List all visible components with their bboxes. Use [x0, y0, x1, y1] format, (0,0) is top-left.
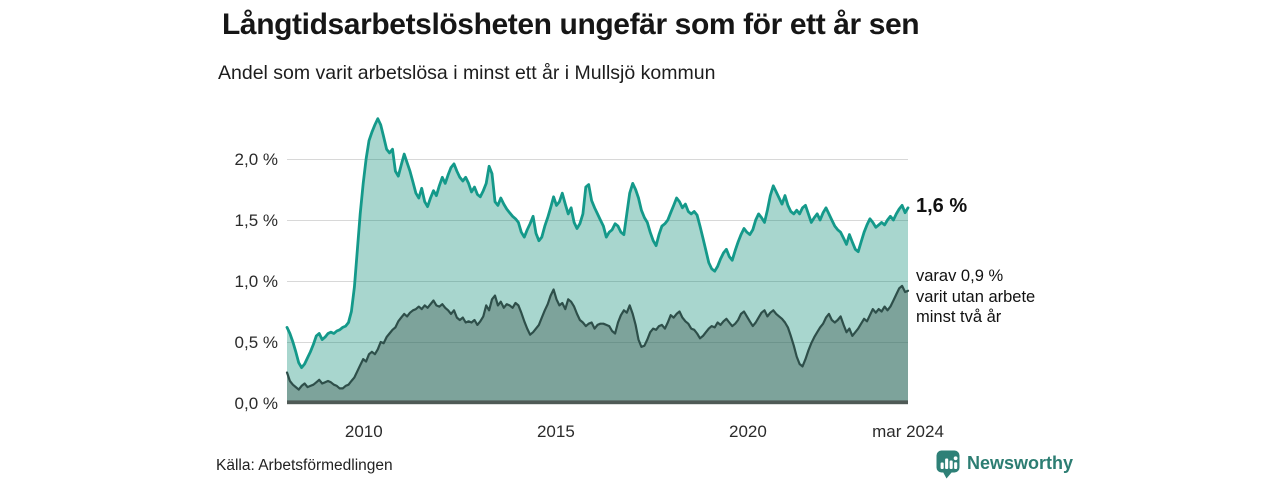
- chart-subtitle: Andel som varit arbetslösa i minst ett å…: [218, 62, 716, 84]
- y-tick-label: 1,0 %: [234, 271, 278, 291]
- x-tick-label: 2020: [729, 422, 767, 441]
- x-axis-line: [287, 400, 908, 405]
- end-value-label-total: 1,6 %: [916, 195, 968, 217]
- newsworthy-brand-name: Newsworthy: [967, 453, 1074, 473]
- newsworthy-logo-icon: [936, 450, 960, 479]
- line-total: [285, 117, 910, 369]
- y-tick-label: 0,0 %: [234, 393, 278, 413]
- x-tick-label: 2010: [344, 422, 383, 441]
- x-tick-label: 2015: [536, 422, 575, 441]
- y-tick-label: 1,5 %: [234, 210, 278, 230]
- x-tick-label: mar 2024: [872, 422, 944, 441]
- source-note: Källa: Arbetsförmedlingen: [216, 457, 393, 474]
- page-title: Långtidsarbetslösheten ungefär som för e…: [222, 8, 920, 41]
- area-two-years: [287, 285, 908, 403]
- y-tick-label: 0,5 %: [234, 332, 278, 352]
- end-value-label-two-years: varav 0,9 % varit utan arbete minst två …: [916, 267, 1036, 326]
- newsworthy-brand: Newsworthy: [936, 450, 1073, 479]
- line-two-years: [285, 284, 910, 391]
- area-total: [287, 118, 908, 403]
- y-tick-label: 2,0 %: [234, 149, 278, 169]
